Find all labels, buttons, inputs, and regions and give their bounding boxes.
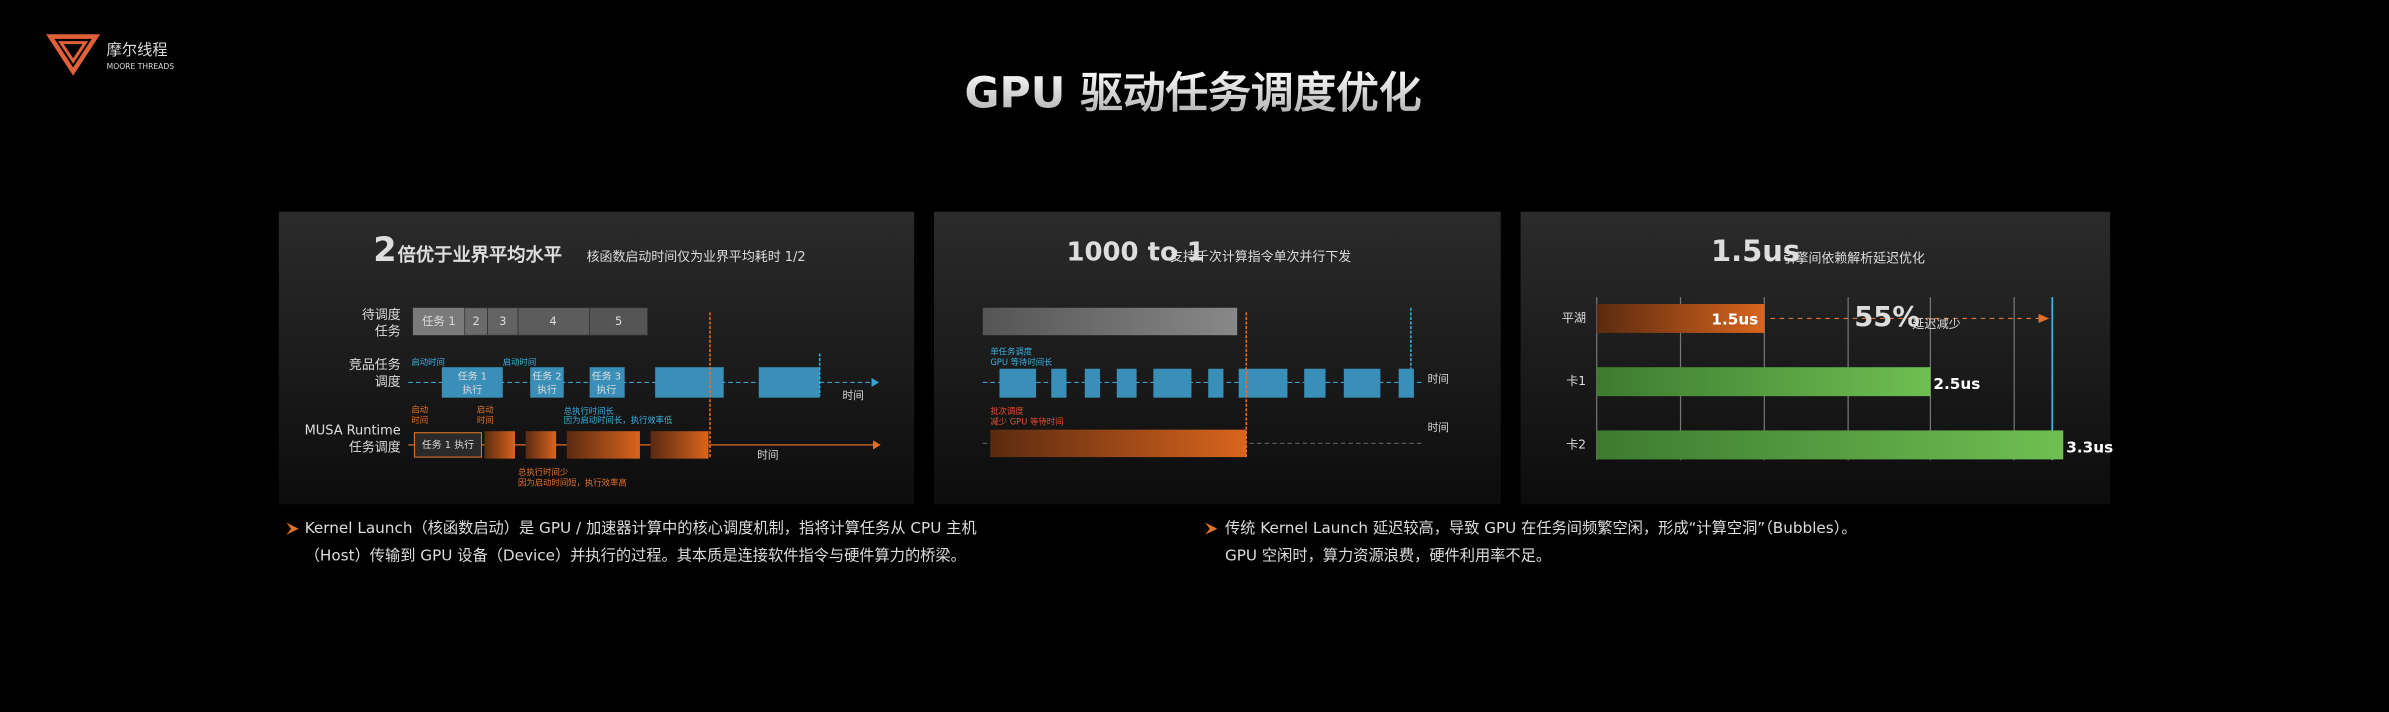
row-label: 平湖 [1562,310,1586,325]
launch-label: 启动 [411,404,428,414]
subtitle: 支持千次计算指令单次并行下发 [1170,249,1351,265]
note-line: （Host）传输到 GPU 设备（Device）并执行的过程。其本质是连接软件指… [305,547,966,565]
exec-block [1208,368,1224,398]
bar [1596,303,1765,333]
note-line: Kernel Launch（核函数启动）是 GPU / 加速器计算中的核心调度机… [305,519,977,537]
bullet [286,522,299,535]
exec-label: 任务 1 执行 [422,438,474,451]
time-label: 时间 [757,449,778,462]
note-line: 传统 Kernel Launch 延迟较高，导致 GPU 在任务间频繁空闲，形成… [1225,519,1857,537]
headline: 1.5us [1711,234,1800,268]
value-label: 3.3us [2066,438,2113,456]
note: 减少 GPU 等待时间 [990,417,1063,427]
exec-block [1304,368,1326,398]
single-row [982,307,1424,398]
reduction-note: 延迟减少 [1912,317,1961,331]
launch-label: 启动时间 [503,357,536,367]
exec-block [1398,368,1414,398]
row-label: 竞品任务 [349,357,401,373]
headline-number: 2 [373,230,396,269]
bar [1596,430,2064,460]
subtitle: 引擎间依赖解析延迟优化 [1783,252,1925,267]
task: 任务 1 [422,314,456,328]
exec-block [1084,368,1101,398]
time-label: 时间 [843,389,864,402]
exec-block [1051,368,1067,398]
competitor-row [408,353,880,398]
launch-label: 时间 [477,415,494,425]
launch-label: 时间 [411,415,428,425]
row-label: 任务 [375,324,401,340]
brand-en: MOORE THREADS [107,62,175,71]
task: 3 [499,314,506,328]
exec-label: 执行 [462,383,482,396]
row-label: 调度 [375,374,401,390]
exec-label: 任务 1 [458,369,487,382]
task-bar [982,307,1238,336]
value-label: 1.5us [1711,310,1758,328]
batch-row [982,312,1424,458]
note: 批次调度 [990,406,1024,416]
note: 因为启动时间长，执行效率低 [564,415,673,425]
headline: 倍优于业界平均水平 [398,244,562,266]
exec-block [1343,368,1381,398]
value-label: 2.5us [1933,375,1980,393]
task: 2 [472,314,479,328]
row-label: 待调度 [362,307,401,323]
headline: 1000 to 1 [1067,237,1205,267]
arrow-head [2038,313,2050,324]
row-label: MUSA Runtime [305,424,401,439]
task: 4 [549,314,556,328]
bullet [1205,522,1218,535]
task-row: 任务 1 2 3 4 5 [412,307,648,336]
note: 总执行时间长 [564,406,615,416]
logo [46,34,101,76]
launch-label: 启动 [477,404,494,414]
title: GPU 驱动任务调度优化 [964,68,1421,118]
launch-label: 启动时间 [411,357,444,367]
exec-label: 执行 [597,383,617,396]
note: 单任务调度 [990,346,1032,356]
time-label: 时间 [1428,421,1449,434]
task: 5 [615,314,622,328]
row-label: 任务调度 [349,439,401,455]
row-label: 卡2 [1566,437,1586,451]
note: 因为启动时间短，执行效率高 [518,477,627,487]
exec-block [1153,368,1192,398]
exec-label: 执行 [537,383,557,396]
note: 总执行时间少 [518,467,568,477]
note-line: GPU 空闲时，算力资源浪费，硬件利用率不足。 [1225,547,1551,565]
exec-label: 任务 3 [592,369,621,382]
row-label: 卡1 [1566,374,1586,388]
time-label: 时间 [1428,372,1449,385]
note: GPU 等待时间长 [990,357,1053,367]
subtitle: 核函数启动时间仅为业界平均耗时 1/2 [587,250,806,265]
exec-block [999,368,1037,398]
reduction: 55% [1854,302,1920,333]
bar [1596,367,1931,397]
brand-cn: 摩尔线程 [107,41,168,59]
exec-label: 任务 2 [532,369,561,382]
musa-row [408,312,881,459]
exec-block [1116,368,1137,398]
